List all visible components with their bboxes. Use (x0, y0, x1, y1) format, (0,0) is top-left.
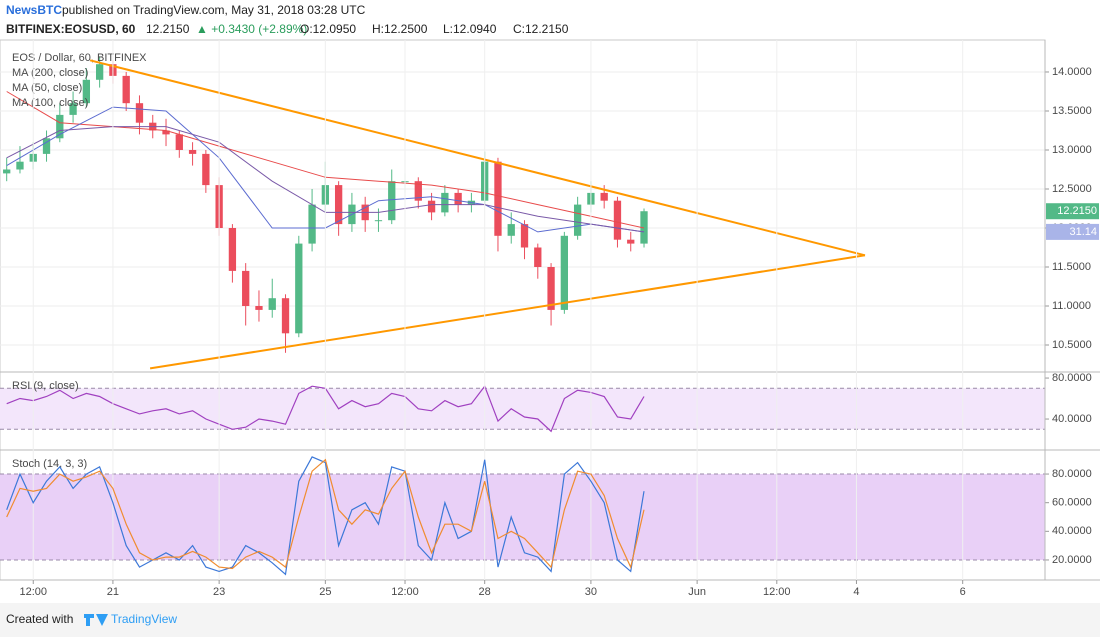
low: L:12.0940 (443, 22, 497, 36)
y-tick-label: 11.0000 (1052, 300, 1091, 312)
publisher[interactable]: NewsBTC (6, 3, 62, 17)
candle-body (334, 185, 343, 225)
brand-logo (84, 614, 108, 626)
x-tick-label: Jun (688, 586, 706, 598)
candle-body (281, 298, 290, 334)
footer-created: Created with (6, 612, 73, 626)
candle-body (640, 211, 648, 244)
last-price: 12.2150 (146, 22, 190, 36)
candle-body (42, 138, 51, 154)
y-tick-label: 20.0000 (1052, 554, 1092, 566)
x-tick-label: 30 (585, 586, 597, 598)
candle-body (228, 227, 237, 271)
candle-body (268, 298, 276, 310)
x-tick-label: 12:00 (763, 586, 791, 598)
legend-entry: MA (200, close) (12, 67, 88, 79)
candle-body (95, 64, 104, 80)
price-tag (1046, 203, 1099, 220)
candle-body (627, 239, 635, 244)
footer-brand[interactable]: TradingView (111, 612, 177, 626)
y-tick-label: 14.0000 (1052, 66, 1092, 78)
candle-body (242, 270, 250, 307)
x-tick-label: 25 (319, 586, 331, 598)
pane-title: RSI (9, close) (12, 380, 79, 392)
candle-body (547, 267, 555, 310)
y-tick-label: 80.0000 (1052, 468, 1092, 480)
x-tick-label: 4 (853, 586, 859, 598)
y-tick-label: 60.0000 (1052, 497, 1092, 509)
candle-body (255, 306, 263, 310)
candle-body (520, 224, 529, 248)
candle-body (507, 224, 515, 236)
y-tick-label: 13.5000 (1052, 105, 1092, 117)
x-tick-label: 23 (213, 586, 225, 598)
candle-body (388, 181, 396, 221)
candle-body (494, 161, 502, 236)
candle-body (374, 220, 383, 222)
band (0, 388, 1045, 430)
price-tag-label: 12.2150 (1057, 205, 1097, 217)
indicator-line (6, 456, 645, 576)
candle-body (135, 103, 144, 123)
y-tick-label: 11.5000 (1052, 261, 1091, 273)
x-tick-label: 12:00 (391, 586, 419, 598)
indicator-line (6, 458, 645, 570)
candle-body (560, 235, 569, 310)
candle-body (441, 192, 449, 213)
candle-body (202, 153, 210, 186)
x-tick-label: 6 (960, 586, 966, 598)
high: H:12.2500 (372, 22, 428, 36)
price-tag (1046, 223, 1099, 240)
y-tick-label: 40.0000 (1052, 525, 1092, 537)
candle-body (414, 181, 422, 201)
band (0, 474, 1045, 560)
candle-body (427, 200, 436, 213)
published: published on TradingView.com, May 31, 20… (62, 3, 366, 17)
y-tick-label: 12.5000 (1052, 183, 1092, 195)
close: C:12.2150 (513, 22, 569, 36)
pane-title: Stoch (14, 3, 3) (12, 458, 87, 470)
candle-body (295, 243, 303, 334)
x-tick-label: 21 (107, 586, 119, 598)
candle-body (600, 192, 608, 201)
y-tick-label: 10.5000 (1052, 339, 1092, 351)
candle-body (162, 130, 170, 135)
candle-body (308, 204, 316, 244)
change: ▲ +0.3430 (+2.89%) (196, 22, 307, 36)
x-tick-label: 12:00 (19, 586, 47, 598)
candle-body (175, 134, 183, 150)
x-tick-label: 28 (479, 586, 491, 598)
price-tag-label: 31.14 (1069, 226, 1097, 238)
legend-title: EOS / Dollar, 60, BITFINEX (12, 52, 147, 64)
candle-body (56, 114, 64, 139)
y-tick-label: 80.0000 (1052, 372, 1092, 384)
candle-body (3, 169, 11, 174)
candle-body (82, 79, 91, 104)
candle-body (16, 161, 24, 170)
candle-body (573, 204, 582, 236)
legend-entry: MA (50, close) (12, 82, 82, 94)
candle-body (613, 200, 622, 240)
candle-body (454, 192, 462, 205)
candle-body (122, 75, 130, 104)
candle-body (188, 149, 197, 154)
y-tick-label: 40.0000 (1052, 413, 1092, 425)
legend-entry: MA (100, close) (12, 97, 88, 109)
footer-bar (0, 603, 1100, 637)
trendline (149, 254, 866, 370)
candle-body (534, 247, 542, 268)
candle-body (69, 103, 77, 115)
open: O:12.0950 (300, 22, 356, 36)
y-tick-label: 13.0000 (1052, 144, 1092, 156)
symbol: BITFINEX:EOSUSD, 60 (6, 22, 136, 36)
